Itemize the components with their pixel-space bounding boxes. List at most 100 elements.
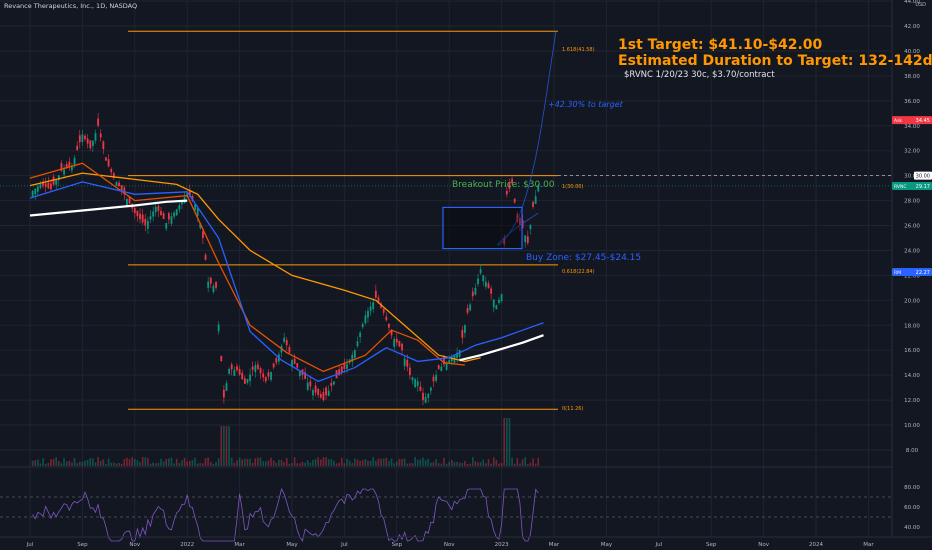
time-tick-label: May bbox=[601, 542, 613, 548]
volume-bar bbox=[364, 459, 367, 466]
candle-body bbox=[427, 393, 430, 398]
volume-bar bbox=[406, 463, 409, 466]
candle-body bbox=[154, 206, 157, 213]
candle-body bbox=[317, 388, 320, 396]
price-tick-label: 34.00 bbox=[904, 124, 920, 130]
volume-bar bbox=[181, 460, 183, 466]
time-tick-label: 2022 bbox=[180, 542, 194, 548]
price-tick-label: 26.00 bbox=[904, 224, 920, 230]
volume-bar bbox=[262, 461, 264, 466]
volume-bar bbox=[194, 457, 196, 466]
volume-bar bbox=[107, 458, 110, 466]
volume-bar bbox=[202, 463, 204, 466]
volume-bar bbox=[508, 418, 511, 466]
candle-body bbox=[199, 223, 202, 229]
volume-bar bbox=[128, 459, 131, 466]
volume-bar bbox=[217, 458, 220, 466]
volume-bar bbox=[118, 462, 120, 466]
volume-bar bbox=[246, 458, 249, 466]
candle-body bbox=[534, 196, 537, 204]
candle-body bbox=[78, 135, 81, 143]
candle-body bbox=[416, 381, 419, 386]
candle-body bbox=[123, 187, 126, 195]
candle-body bbox=[144, 218, 147, 226]
candle-body bbox=[466, 307, 469, 313]
candle-body bbox=[220, 355, 223, 361]
candle-body bbox=[361, 324, 364, 328]
candle-body bbox=[112, 173, 115, 179]
candle-body bbox=[105, 157, 107, 161]
buy-zone-rect bbox=[442, 206, 523, 250]
candle-body bbox=[495, 305, 498, 310]
volume-bar bbox=[288, 463, 291, 466]
volume-bar bbox=[492, 457, 495, 466]
candle-body bbox=[319, 394, 322, 398]
volume-bar bbox=[105, 463, 107, 466]
candle-body bbox=[230, 364, 233, 370]
volume-bar bbox=[136, 460, 139, 466]
volume-bar bbox=[236, 460, 238, 466]
volume-bar bbox=[199, 462, 202, 466]
candle-body bbox=[333, 381, 335, 385]
candle-body bbox=[257, 364, 259, 370]
candle-body bbox=[107, 159, 110, 167]
price-label-value: 34.45 bbox=[916, 118, 930, 124]
candle-body bbox=[500, 294, 503, 301]
volume-bar bbox=[42, 458, 44, 466]
candle-body bbox=[448, 360, 451, 364]
candle-body bbox=[212, 285, 215, 292]
breakout-label: Breakout Price: $30.00 bbox=[452, 180, 555, 190]
volume-bar bbox=[498, 463, 500, 466]
volume-bar bbox=[278, 459, 280, 466]
volume-bar bbox=[139, 462, 141, 466]
rsi-tick-label: 80.00 bbox=[904, 485, 920, 491]
candle-body bbox=[133, 208, 136, 214]
candle-body bbox=[293, 358, 296, 364]
volume-bar bbox=[375, 460, 377, 466]
candle-body bbox=[390, 329, 393, 336]
candle-body bbox=[474, 287, 477, 295]
candle-body bbox=[288, 347, 291, 353]
volume-bar bbox=[304, 462, 306, 466]
candle-body bbox=[249, 374, 251, 381]
candle-body bbox=[128, 196, 131, 204]
volume-bar bbox=[474, 461, 477, 466]
candle-body bbox=[94, 133, 97, 141]
candle-body bbox=[241, 372, 244, 380]
candle-body bbox=[57, 175, 60, 181]
candle-body bbox=[477, 278, 479, 285]
price-axis[interactable]: 8.00 10.00 12.00 14.00 16.00 18.00 20.00 22.00 2… bbox=[891, 0, 920, 536]
candle-body bbox=[147, 220, 149, 229]
candle-body bbox=[487, 283, 490, 288]
candle-body bbox=[464, 325, 466, 334]
time-tick-label: Jul bbox=[654, 542, 662, 548]
candle-body bbox=[374, 290, 377, 298]
volume-bar bbox=[534, 463, 537, 466]
candle-body bbox=[246, 379, 249, 383]
volume-bar bbox=[453, 462, 456, 466]
volume-bar bbox=[482, 459, 485, 466]
candle-body bbox=[508, 182, 511, 189]
candle-body bbox=[55, 179, 58, 185]
volume-bar bbox=[92, 458, 94, 466]
time-axis[interactable]: Jul Sep Nov 2022 Mar May Jul Sep Nov 2023 Mar May Ju… bbox=[0, 536, 932, 548]
candle-body bbox=[327, 390, 330, 396]
volume-bar bbox=[39, 463, 42, 466]
volume-bar bbox=[280, 459, 283, 466]
volume-bar bbox=[340, 457, 343, 466]
volume-bar bbox=[403, 458, 406, 466]
candle-body bbox=[270, 372, 272, 380]
buy-zone-box[interactable] bbox=[442, 206, 523, 250]
candle-body bbox=[503, 237, 506, 245]
volume-bar bbox=[225, 426, 228, 466]
volume-bar bbox=[196, 463, 199, 466]
volume-bar bbox=[435, 459, 437, 466]
volume-bar bbox=[126, 457, 128, 466]
candle-body bbox=[115, 182, 118, 186]
volume-bar bbox=[372, 457, 375, 466]
candle-body bbox=[435, 375, 437, 381]
volume-bar bbox=[306, 460, 309, 466]
volume-bar bbox=[149, 463, 152, 466]
candle-body bbox=[39, 184, 42, 188]
